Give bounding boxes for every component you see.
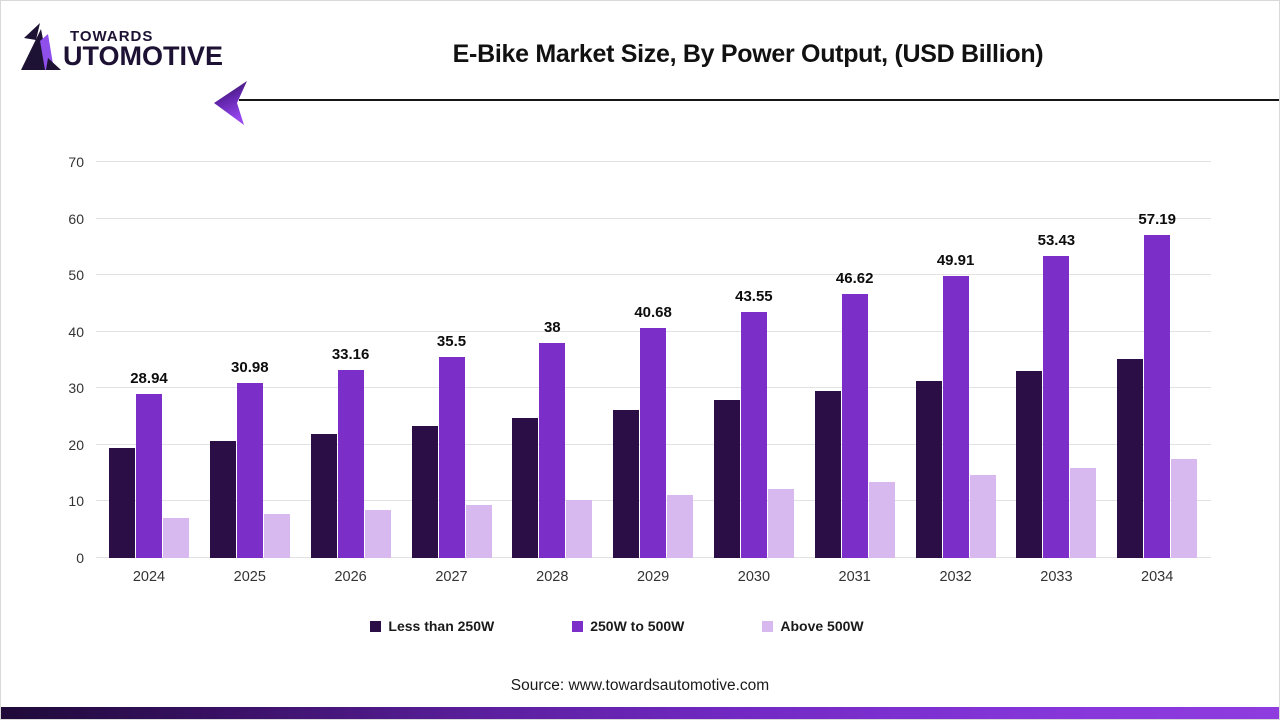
bar-group-2029: 40.68 2029 <box>613 162 694 585</box>
x-axis-label: 2024 <box>132 569 166 585</box>
legend-label: 250W to 500W <box>590 618 685 634</box>
bar-group-2025: 30.98 2025 <box>209 162 290 585</box>
value-label: 38 <box>543 319 561 336</box>
value-label: 33.16 <box>331 346 370 364</box>
bar-group-2034: 57.19 2034 <box>1117 162 1198 585</box>
chart-legend: Less than 250W 250W to 500W Above 500W <box>1 618 1233 634</box>
bar-group-2026: 33.16 2026 <box>310 162 391 585</box>
bar-above-500w-2032 <box>969 474 996 558</box>
brand-logo: TOWARDS UTOMOTIVE <box>21 21 223 72</box>
legend-label: Above 500W <box>780 618 864 634</box>
gridline <box>96 274 1211 276</box>
value-label: 35.5 <box>436 333 467 351</box>
bar-above-500w-2033 <box>1070 467 1097 558</box>
y-tick-label: 50 <box>68 267 84 284</box>
bar-less-than-250w-2032 <box>915 380 942 558</box>
bar-250w-to-500w-2026 <box>337 370 364 558</box>
x-axis-label: 2026 <box>334 569 367 585</box>
bottom-gradient-bar <box>1 707 1279 719</box>
legend-item-less-than-250w: Less than 250W <box>370 618 494 634</box>
bar-250w-to-500w-2033 <box>1043 255 1070 558</box>
x-axis-label: 2025 <box>233 569 266 585</box>
bar-less-than-250w-2025 <box>209 440 236 558</box>
bar-group-2028: 38 2028 <box>512 162 593 585</box>
bar-group-2030: 43.55 2030 <box>713 162 794 585</box>
bar-250w-to-500w-2030 <box>740 311 767 558</box>
value-label: 49.91 <box>936 251 975 269</box>
value-label: 30.98 <box>231 358 269 376</box>
x-axis-label: 2027 <box>435 569 468 585</box>
source-text: Source: www.towardsautomotive.com <box>510 677 770 694</box>
bar-less-than-250w-2029 <box>613 409 640 558</box>
x-axis-label: 2034 <box>1141 569 1174 585</box>
bar-less-than-250w-2024 <box>109 447 135 558</box>
y-tick-label: 40 <box>68 323 84 340</box>
y-tick-label: 70 <box>68 154 84 170</box>
bar-group-2032: 49.91 2032 <box>915 162 996 585</box>
bar-250w-to-500w-2024 <box>136 394 162 558</box>
bar-250w-to-500w-2027 <box>438 357 465 558</box>
bar-less-than-250w-2033 <box>1016 370 1043 558</box>
value-label: 40.68 <box>634 303 672 321</box>
plot-area: 28.94 2024 30.98 2025 33.16 2026 35.5 2027 38 202… <box>96 161 1211 585</box>
bar-above-500w-2030 <box>767 489 794 558</box>
y-tick-label: 20 <box>68 436 84 453</box>
y-tick-label: 10 <box>68 493 84 510</box>
brand-logo-line1: TOWARDS <box>70 28 154 45</box>
bar-less-than-250w-2031 <box>814 391 841 558</box>
value-label: 57.19 <box>1138 210 1176 228</box>
bar-above-500w-2031 <box>868 482 895 558</box>
bar-above-500w-2026 <box>364 509 391 558</box>
header-divider-line <box>239 99 1279 101</box>
bar-250w-to-500w-2032 <box>942 275 969 558</box>
bar-above-500w-2028 <box>566 500 593 558</box>
legend-swatch-icon <box>572 620 584 632</box>
x-axis-label: 2029 <box>636 569 670 585</box>
bar-250w-to-500w-2025 <box>236 382 263 558</box>
value-label: 53.43 <box>1037 231 1076 249</box>
x-axis-label: 2031 <box>838 569 871 585</box>
bar-group-2027: 35.5 2027 <box>411 162 492 585</box>
value-label: 46.62 <box>835 270 874 288</box>
left-arrowhead-icon <box>214 81 247 125</box>
x-axis-label: 2028 <box>536 569 569 585</box>
y-tick-label: 60 <box>68 210 84 227</box>
y-tick-label: 0 <box>76 550 84 566</box>
legend-item-above-500w: Above 500W <box>762 618 864 634</box>
brand-logo-line2: UTOMOTIVE <box>63 41 224 71</box>
x-axis-label: 2033 <box>1040 569 1073 585</box>
x-axis-label: 2030 <box>737 569 771 585</box>
bar-above-500w-2029 <box>667 494 694 558</box>
bar-less-than-250w-2030 <box>713 400 740 558</box>
bar-above-500w-2034 <box>1171 459 1198 558</box>
bar-less-than-250w-2034 <box>1117 358 1144 558</box>
bar-group-2033: 53.43 2033 <box>1016 162 1097 585</box>
bar-group-2031: 46.62 2031 <box>814 162 895 585</box>
legend-swatch-icon <box>370 620 382 632</box>
gridline <box>96 161 1211 162</box>
bar-group-2024: 28.94 2024 <box>109 162 189 585</box>
bar-250w-to-500w-2034 <box>1144 234 1171 558</box>
value-label: 28.94 <box>130 370 168 388</box>
bar-250w-to-500w-2031 <box>841 294 868 558</box>
brand-logo-mark-icon <box>21 23 61 70</box>
legend-swatch-icon <box>762 620 774 632</box>
bar-above-500w-2027 <box>465 505 492 558</box>
brand-logo-text: TOWARDS UTOMOTIVE <box>63 21 223 72</box>
legend-label: Less than 250W <box>388 618 495 634</box>
bar-above-500w-2024 <box>163 517 189 558</box>
gridline <box>96 217 1211 219</box>
legend-item-250w-to-500w: 250W to 500W <box>572 618 684 634</box>
bar-250w-to-500w-2028 <box>539 343 566 558</box>
page-title: E-Bike Market Size, By Power Output, (US… <box>452 40 1044 68</box>
value-label: 43.55 <box>735 287 773 305</box>
bar-less-than-250w-2027 <box>411 426 438 558</box>
bar-250w-to-500w-2029 <box>640 327 667 558</box>
y-tick-label: 30 <box>68 380 84 397</box>
bar-above-500w-2025 <box>263 513 290 558</box>
x-axis-label: 2032 <box>939 569 972 585</box>
bar-less-than-250w-2026 <box>310 433 337 558</box>
bar-less-than-250w-2028 <box>512 418 539 558</box>
